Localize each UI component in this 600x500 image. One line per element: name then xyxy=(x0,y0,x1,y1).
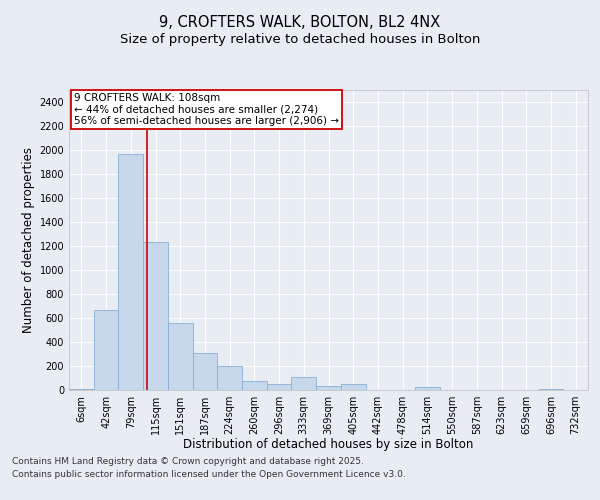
Y-axis label: Number of detached properties: Number of detached properties xyxy=(22,147,35,333)
Text: Contains HM Land Registry data © Crown copyright and database right 2025.: Contains HM Land Registry data © Crown c… xyxy=(12,458,364,466)
Bar xyxy=(242,381,267,390)
Text: Contains public sector information licensed under the Open Government Licence v3: Contains public sector information licen… xyxy=(12,470,406,479)
X-axis label: Distribution of detached houses by size in Bolton: Distribution of detached houses by size … xyxy=(184,438,473,452)
Bar xyxy=(118,154,143,390)
Bar xyxy=(316,386,341,390)
Bar xyxy=(217,366,242,390)
Bar xyxy=(94,310,118,390)
Bar xyxy=(415,387,440,390)
Bar xyxy=(143,242,168,390)
Bar xyxy=(193,353,217,390)
Bar xyxy=(292,377,316,390)
Bar xyxy=(341,384,365,390)
Text: 9 CROFTERS WALK: 108sqm
← 44% of detached houses are smaller (2,274)
56% of semi: 9 CROFTERS WALK: 108sqm ← 44% of detache… xyxy=(74,93,339,126)
Bar xyxy=(69,389,94,390)
Text: 9, CROFTERS WALK, BOLTON, BL2 4NX: 9, CROFTERS WALK, BOLTON, BL2 4NX xyxy=(160,15,440,30)
Bar xyxy=(168,323,193,390)
Text: Size of property relative to detached houses in Bolton: Size of property relative to detached ho… xyxy=(120,32,480,46)
Bar xyxy=(267,384,292,390)
